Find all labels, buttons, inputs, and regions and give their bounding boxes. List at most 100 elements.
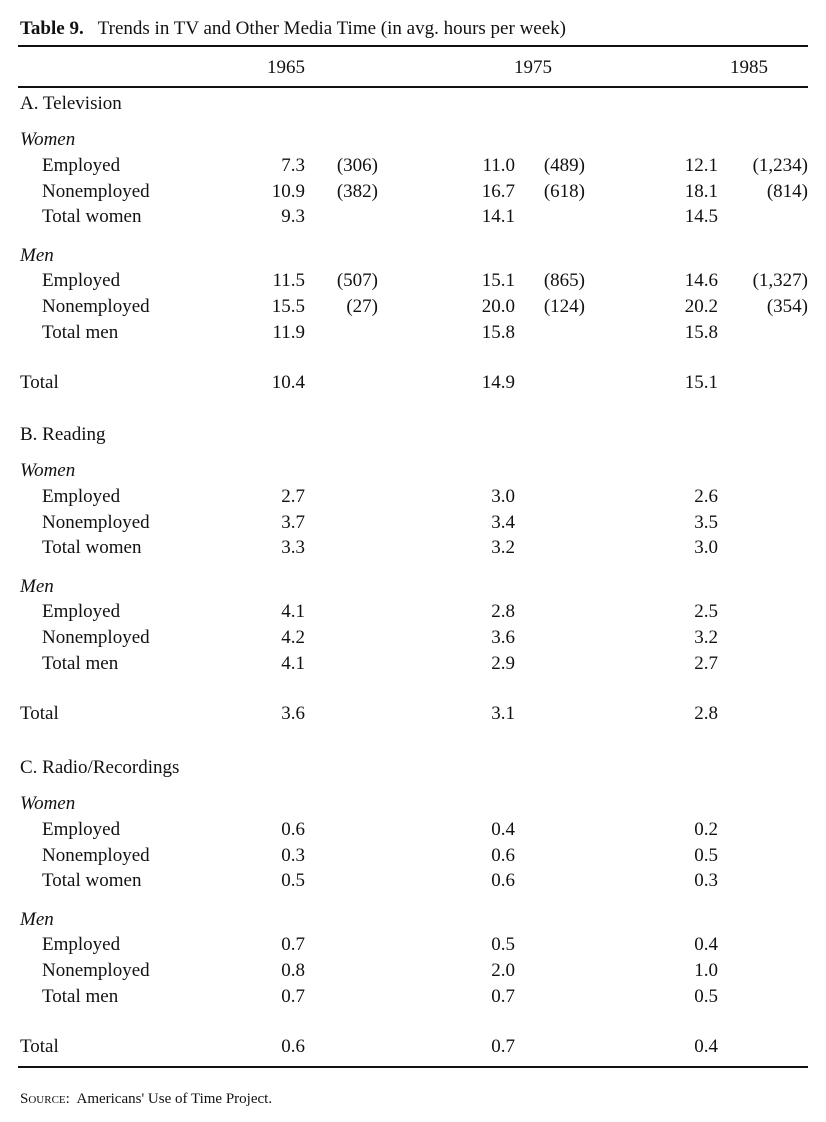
cell-value: 0.5 xyxy=(694,845,718,866)
row-label: Nonemployed xyxy=(42,627,150,648)
row-label: Employed xyxy=(42,486,121,507)
column-header-1985: 1985 xyxy=(730,57,768,78)
cell-value: 0.2 xyxy=(694,819,718,840)
bottom-rule xyxy=(18,1066,808,1068)
top-rule xyxy=(18,45,808,47)
cell-value: 0.4 xyxy=(694,934,718,955)
total-value: 0.6 xyxy=(281,1036,305,1057)
group-label-women: Women xyxy=(20,793,76,814)
cell-value: 2.8 xyxy=(491,601,515,622)
cell-value: 2.7 xyxy=(694,653,718,674)
section-heading: B. Reading xyxy=(20,424,106,445)
cell-value: 4.1 xyxy=(281,653,305,674)
cell-value: 15.1 xyxy=(481,270,515,291)
cell-value: 2.5 xyxy=(694,601,718,622)
total-value: 15.1 xyxy=(684,372,718,393)
row-label: Nonemployed xyxy=(42,960,150,981)
cell-sample-size: (489) xyxy=(543,155,585,176)
cell-value: 0.6 xyxy=(281,819,305,840)
table-title: Table 9. Trends in TV and Other Media Tim… xyxy=(20,17,566,41)
cell-sample-size: (382) xyxy=(336,181,378,202)
cell-value: 3.2 xyxy=(694,627,718,648)
total-value: 0.4 xyxy=(694,1036,718,1057)
cell-sample-size: (1,234) xyxy=(752,155,808,176)
source-note: Source: Americans' Use of Time Project. xyxy=(20,1087,272,1111)
section-heading: C. Radio/Recordings xyxy=(20,757,180,778)
cell-value: 3.0 xyxy=(694,537,718,558)
cell-sample-size: (865) xyxy=(543,270,585,291)
cell-value: 0.7 xyxy=(491,986,515,1007)
cell-value: 2.6 xyxy=(694,486,718,507)
cell-value: 15.5 xyxy=(271,296,305,317)
cell-value: 3.7 xyxy=(281,512,305,533)
cell-value: 0.7 xyxy=(281,986,305,1007)
cell-value: 9.3 xyxy=(281,206,305,227)
row-label: Employed xyxy=(42,934,121,955)
cell-value: 0.7 xyxy=(281,934,305,955)
total-value: 2.8 xyxy=(694,703,718,724)
cell-sample-size: (354) xyxy=(766,296,808,317)
cell-value: 0.8 xyxy=(281,960,305,981)
cell-sample-size: (507) xyxy=(336,270,378,291)
cell-value: 3.4 xyxy=(491,512,515,533)
cell-value: 11.9 xyxy=(272,322,305,343)
group-label-men: Men xyxy=(20,576,54,597)
row-label: Nonemployed xyxy=(42,181,150,202)
cell-value: 0.6 xyxy=(491,870,515,891)
total-value: 14.9 xyxy=(481,372,515,393)
cell-value: 3.5 xyxy=(694,512,718,533)
cell-value: 7.3 xyxy=(281,155,305,176)
section-heading: A. Television xyxy=(20,93,122,114)
cell-value: 16.7 xyxy=(481,181,515,202)
table-number: Table 9. xyxy=(20,18,84,39)
cell-value: 4.2 xyxy=(281,627,305,648)
source-label: Source: xyxy=(20,1091,70,1107)
cell-value: 12.1 xyxy=(684,155,718,176)
row-label: Nonemployed xyxy=(42,845,150,866)
row-label: Total men xyxy=(42,322,119,343)
total-value: 0.7 xyxy=(491,1036,515,1057)
cell-value: 3.2 xyxy=(491,537,515,558)
cell-value: 0.5 xyxy=(491,934,515,955)
cell-value: 0.5 xyxy=(694,986,718,1007)
header-rule xyxy=(18,86,808,88)
cell-value: 15.8 xyxy=(684,322,718,343)
cell-value: 3.3 xyxy=(281,537,305,558)
cell-sample-size: (618) xyxy=(543,181,585,202)
column-header-1975: 1975 xyxy=(514,57,552,78)
row-label: Employed xyxy=(42,155,121,176)
cell-sample-size: (27) xyxy=(346,296,378,317)
cell-sample-size: (814) xyxy=(766,181,808,202)
column-header-1965: 1965 xyxy=(267,57,305,78)
row-label: Nonemployed xyxy=(42,296,150,317)
cell-value: 0.4 xyxy=(491,819,515,840)
cell-value: 15.8 xyxy=(481,322,515,343)
cell-value: 2.9 xyxy=(491,653,515,674)
cell-value: 18.1 xyxy=(684,181,718,202)
cell-value: 11.5 xyxy=(272,270,305,291)
cell-value: 0.5 xyxy=(281,870,305,891)
cell-sample-size: (306) xyxy=(336,155,378,176)
row-label: Total women xyxy=(42,206,142,227)
total-value: 3.1 xyxy=(491,703,515,724)
row-label: Total men xyxy=(42,986,119,1007)
cell-value: 14.1 xyxy=(481,206,515,227)
source-text: Americans' Use of Time Project. xyxy=(76,1091,273,1107)
row-label: Nonemployed xyxy=(42,512,150,533)
cell-value: 20.0 xyxy=(481,296,515,317)
cell-value: 2.0 xyxy=(491,960,515,981)
cell-sample-size: (124) xyxy=(543,296,585,317)
cell-value: 3.0 xyxy=(491,486,515,507)
cell-sample-size: (1,327) xyxy=(752,270,808,291)
cell-value: 11.0 xyxy=(482,155,515,176)
total-label: Total xyxy=(20,372,59,393)
row-label: Employed xyxy=(42,601,121,622)
group-label-women: Women xyxy=(20,460,76,481)
cell-value: 2.7 xyxy=(281,486,305,507)
cell-value: 3.6 xyxy=(491,627,515,648)
total-value: 10.4 xyxy=(271,372,305,393)
cell-value: 20.2 xyxy=(684,296,718,317)
row-label: Total women xyxy=(42,537,142,558)
cell-value: 0.3 xyxy=(281,845,305,866)
cell-value: 1.0 xyxy=(694,960,718,981)
